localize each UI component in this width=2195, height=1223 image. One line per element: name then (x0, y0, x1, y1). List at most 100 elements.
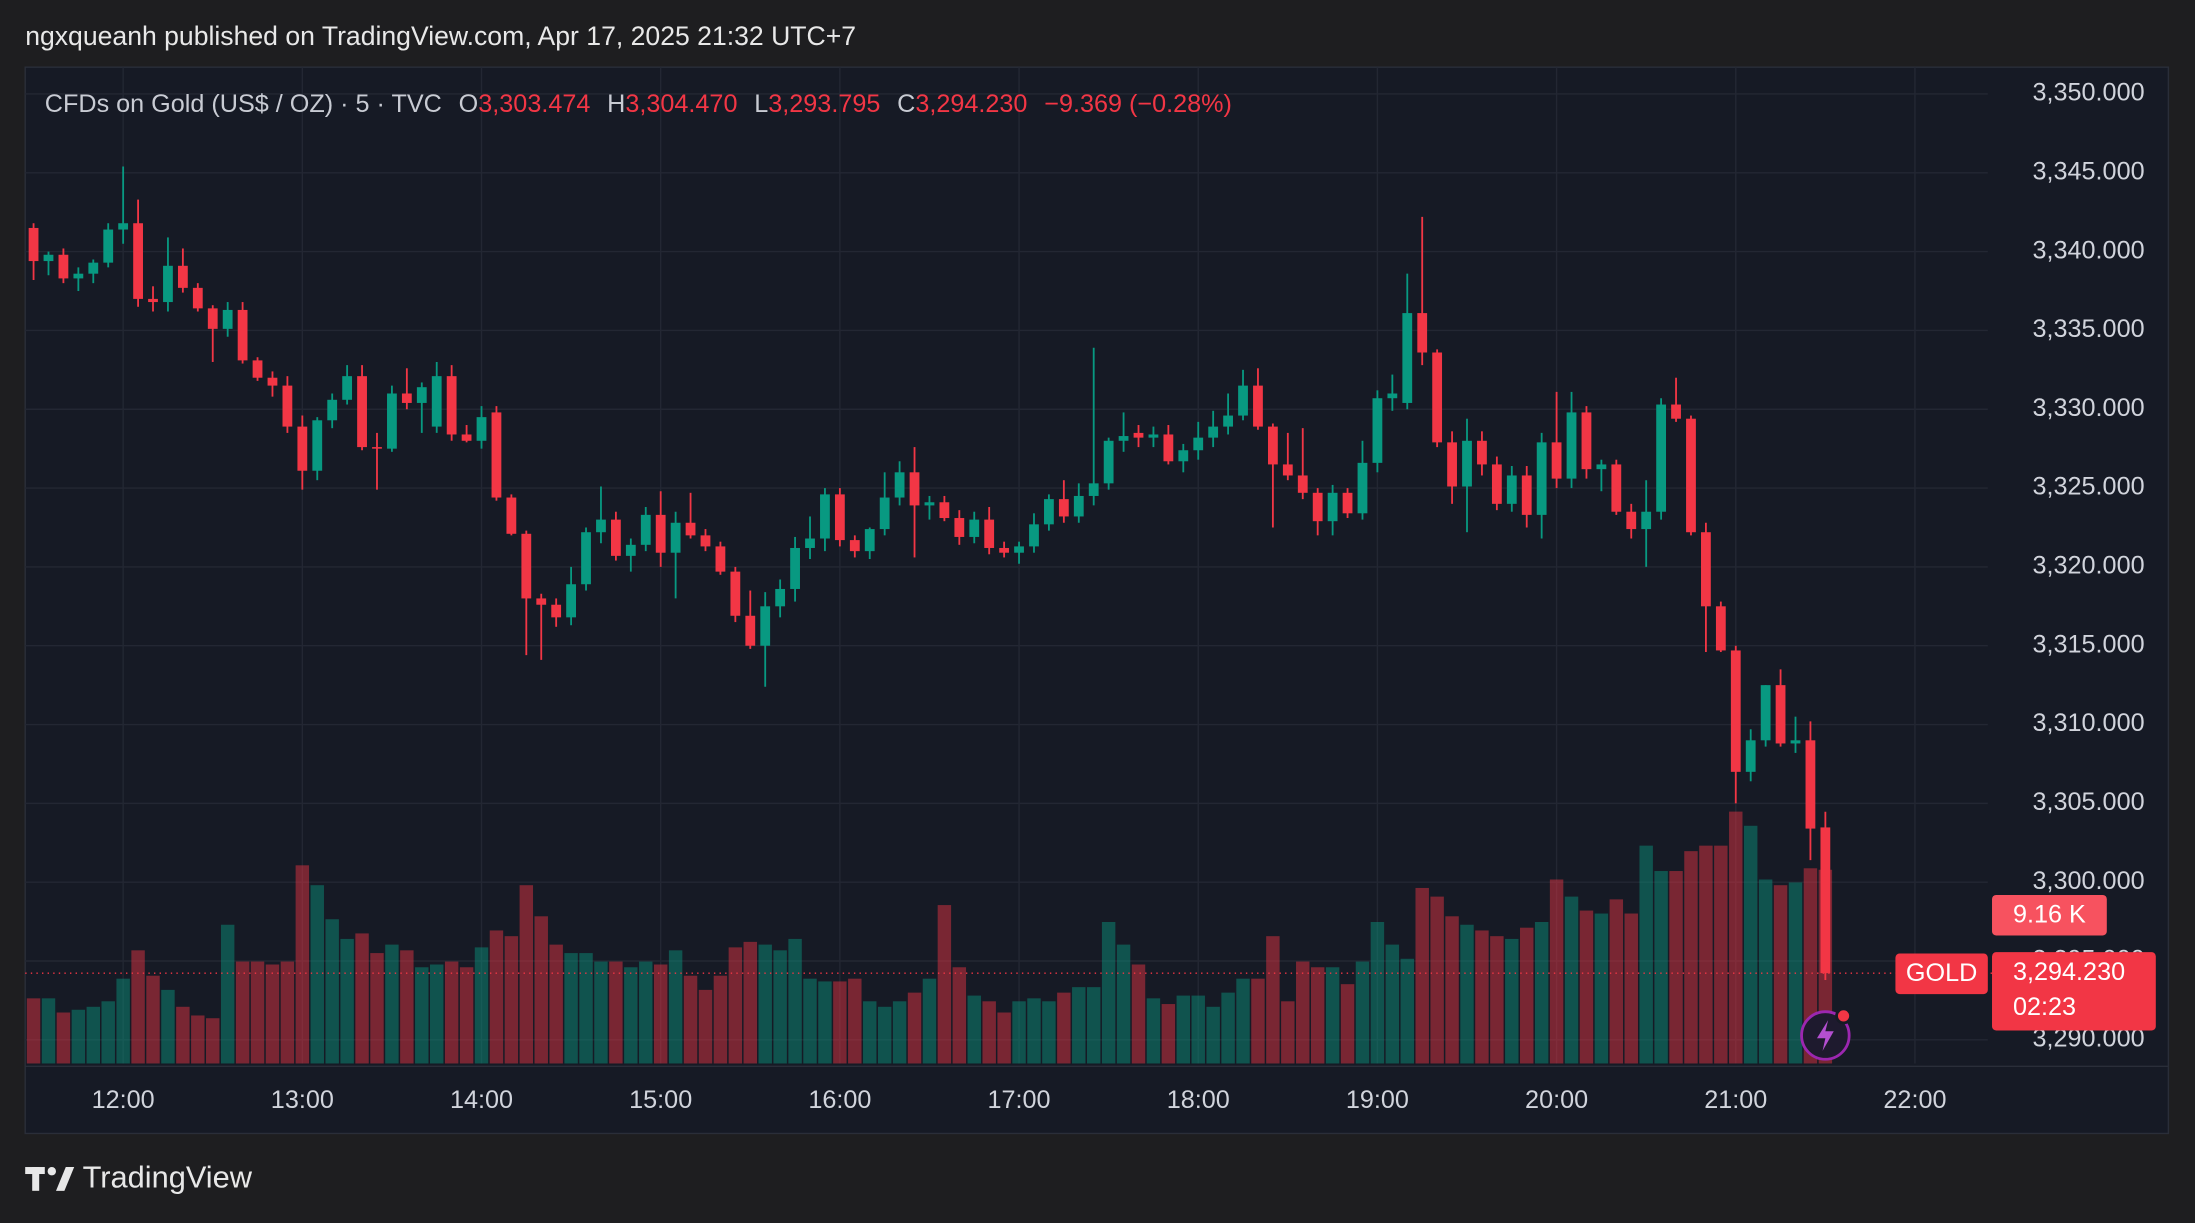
candle-body (596, 519, 606, 533)
candle-body (939, 502, 950, 519)
candle-body (566, 584, 576, 618)
volume-bar (519, 885, 534, 1064)
volume-bar (1579, 910, 1594, 1064)
volume-bar (1251, 978, 1265, 1064)
candle-body (207, 308, 218, 329)
chart-panel (24, 66, 2170, 1135)
candle-body (148, 298, 158, 303)
legend-value: 3,294.230 (915, 90, 1027, 118)
candle-body (1506, 475, 1517, 504)
candle-body (775, 588, 786, 607)
candle-body (192, 287, 203, 309)
volume-bar (1042, 1001, 1056, 1064)
y-tick-label: 3,335.000 (2033, 315, 2145, 343)
countdown: 02:23 (2013, 993, 2076, 1021)
volume-bar (1310, 967, 1325, 1064)
volume-bar (1639, 845, 1653, 1064)
volume-bar (1460, 924, 1474, 1064)
candle-body (357, 376, 367, 448)
candle-body (1312, 492, 1323, 522)
candle-body (133, 223, 143, 299)
volume-bar (1086, 987, 1101, 1064)
volume-bar (967, 995, 981, 1064)
candle-body (999, 547, 1010, 553)
candle-body (297, 426, 308, 471)
volume-bar (892, 1001, 907, 1064)
volume-bar (609, 961, 623, 1064)
volume-bar (922, 978, 937, 1064)
volume-bar (310, 885, 324, 1064)
volume-bar (1594, 913, 1609, 1064)
candle-body (506, 497, 517, 534)
candle-body (1596, 464, 1607, 470)
candle-body (894, 472, 905, 498)
candle-body (1372, 398, 1383, 463)
legend-value: 3,303.474 (478, 90, 590, 118)
candle-body (476, 417, 487, 441)
volume-bar (176, 1006, 190, 1064)
candle-body (1701, 532, 1711, 607)
price-tag: 3,294.230 (2013, 958, 2125, 986)
volume-pane (26, 811, 1833, 1064)
volume-bar (71, 1009, 86, 1064)
legend-key: C (897, 90, 915, 118)
volume-bar (146, 975, 160, 1064)
volume-bar (1490, 936, 1504, 1064)
candle-body (387, 393, 397, 449)
candle-body (536, 598, 547, 605)
candle-body (879, 497, 890, 530)
symbol-tag: GOLD (1906, 959, 1977, 987)
symbol-title: CFDs on Gold (US$ / OZ) · 5 · TVC (45, 90, 442, 118)
x-tick-label: 19:00 (1346, 1086, 1409, 1114)
candle-body (760, 606, 771, 646)
volume-bar (803, 978, 817, 1064)
legend-key: L (754, 90, 768, 118)
volume-bar (653, 964, 668, 1064)
volume-bar (280, 961, 295, 1064)
candle-body (1581, 412, 1592, 470)
volume-bar (41, 998, 56, 1064)
volume-bar (1758, 879, 1773, 1064)
candle-body (372, 447, 382, 449)
candle-body (1671, 404, 1681, 419)
candle-body (1118, 436, 1129, 441)
candle-body (954, 518, 965, 537)
volume-bar (982, 1001, 996, 1064)
volume-bar (1520, 927, 1534, 1064)
volume-bar (235, 961, 250, 1064)
volume-bar (400, 950, 414, 1064)
volume-bar (250, 961, 265, 1064)
symbol-tag-bg (1895, 953, 1988, 995)
y-tick-label: 3,320.000 (2033, 552, 2145, 580)
candle-body (790, 547, 800, 589)
volume-bar (1505, 938, 1519, 1064)
volume-bar (1206, 1006, 1220, 1064)
volume-bar (131, 950, 145, 1064)
candle-body (1477, 440, 1487, 465)
volume-bar (1445, 916, 1459, 1064)
volume-bar (997, 1012, 1011, 1064)
volume-bar (474, 947, 489, 1064)
x-tick-label: 21:00 (1704, 1086, 1767, 1114)
candle-body (1715, 606, 1726, 651)
candle-body (1297, 475, 1308, 493)
volume-bar (818, 981, 832, 1064)
candle-body (1073, 495, 1084, 517)
candle-body (805, 538, 815, 548)
volume-bar (1773, 885, 1788, 1064)
candle-body (1626, 511, 1637, 530)
candle-body (1103, 440, 1114, 484)
candle-body (909, 472, 920, 506)
price-tag-bg (1992, 952, 2156, 1031)
volume-bar (1266, 936, 1280, 1064)
y-tick-label: 3,305.000 (2033, 788, 2145, 816)
volume-bar (191, 1015, 205, 1064)
candle-body (491, 412, 502, 498)
volume-bar (1176, 995, 1191, 1064)
tags: 9.16 K GOLD 3,294.230 02:23 (25, 894, 2156, 1061)
candle-body (1223, 415, 1233, 427)
volume-bar (1699, 845, 1713, 1064)
volume-bar (624, 967, 638, 1064)
volume-bar (683, 975, 698, 1064)
